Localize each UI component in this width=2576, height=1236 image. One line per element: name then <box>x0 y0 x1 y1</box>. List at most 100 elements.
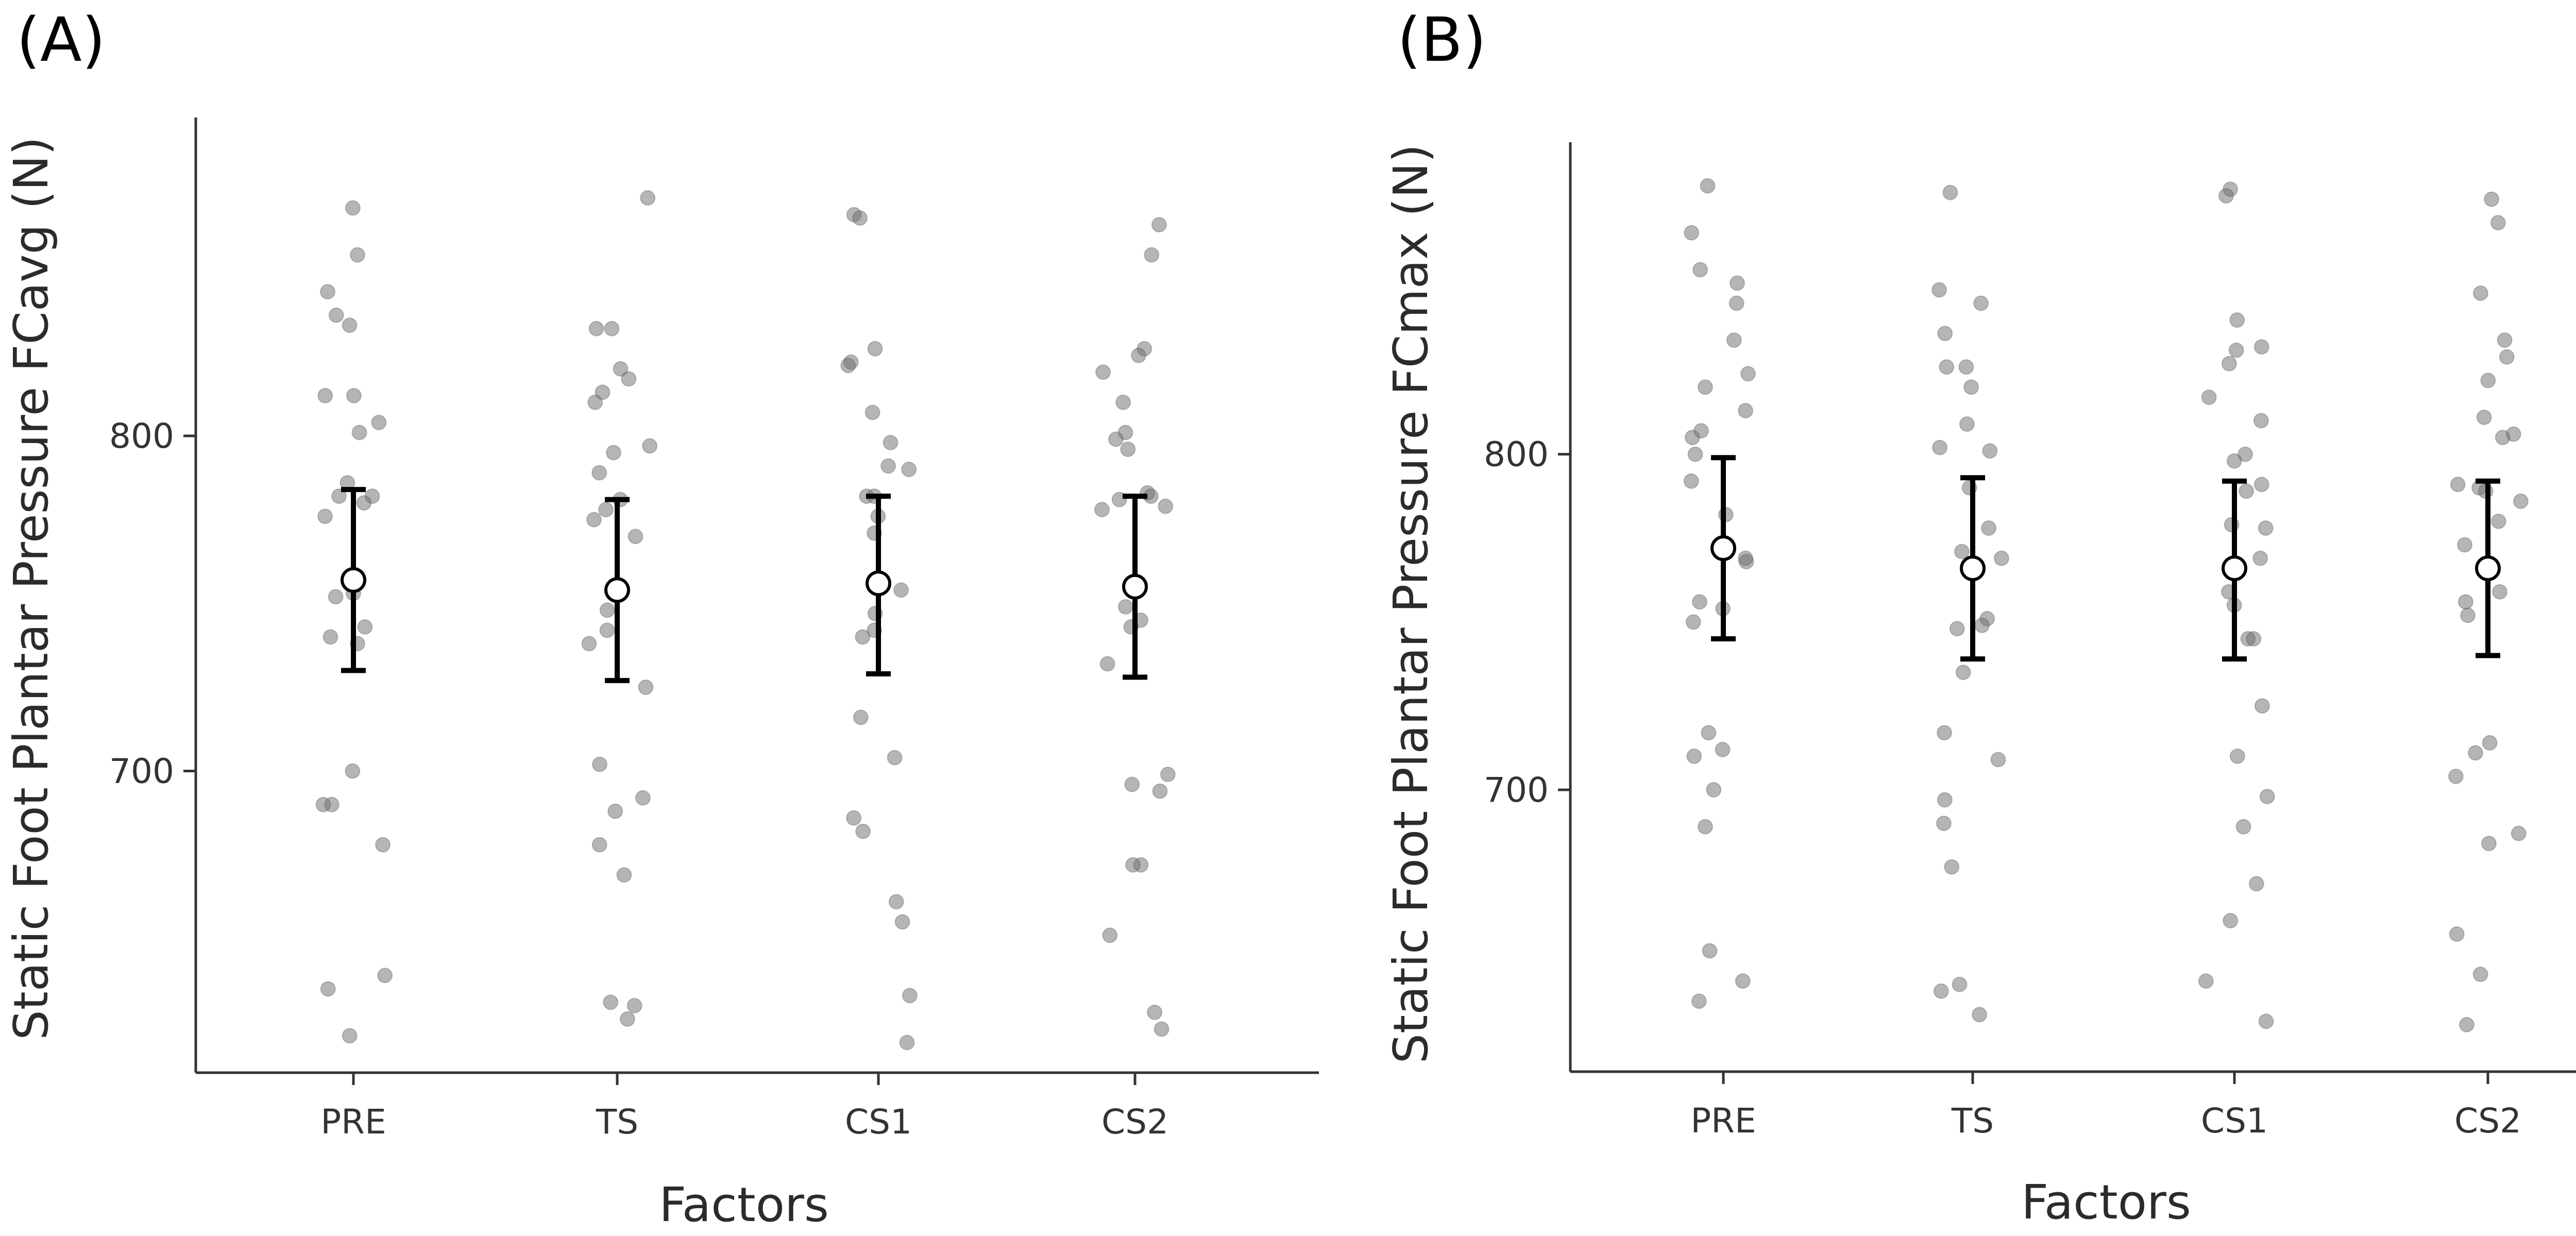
panel-b-data-point <box>1982 443 1998 459</box>
panel-a-data-point <box>613 361 629 377</box>
panel-b-data-point <box>1702 943 1718 959</box>
panel-b-data-point <box>2253 413 2269 429</box>
panel-b-data-point <box>1933 983 1949 999</box>
panel-a-data-point <box>887 750 903 766</box>
panel-a-data-point <box>598 502 614 518</box>
panel-b-data-point <box>2476 410 2492 425</box>
panel-a-data-point <box>638 679 654 695</box>
panel-a-data-point <box>607 803 623 819</box>
panel-b-data-point <box>2248 876 2264 892</box>
panel-a-data-point <box>1102 927 1118 943</box>
panel-b-data-point <box>2467 745 2483 761</box>
panel-b-data-point <box>1952 976 1968 992</box>
panel-b-data-point <box>2218 188 2234 204</box>
panel-b-x-tick-label-cs2: CS2 <box>2454 1101 2521 1141</box>
panel-a-data-point <box>595 384 611 400</box>
panel-b-data-point <box>1740 366 1756 382</box>
panel-a-data-point <box>315 797 331 812</box>
panel-a-data-point <box>894 914 910 930</box>
panel-a-data-point <box>880 458 896 474</box>
panel-a-data-point <box>893 582 909 598</box>
panel-b-label: (B) <box>1397 4 1486 75</box>
panel-b-data-point <box>2258 1013 2274 1029</box>
panel-b-data-point <box>2235 819 2251 835</box>
panel-a-data-point <box>328 307 344 323</box>
panel-a-data-point <box>1095 364 1111 380</box>
panel-a-data-point <box>1144 247 1160 263</box>
panel-b-data-point <box>2495 430 2511 446</box>
panel-a-mean-point <box>1122 573 1148 600</box>
panel-b-data-point <box>2229 312 2245 328</box>
panel-a-data-point <box>604 320 620 336</box>
panel-b-data-point <box>2254 698 2270 714</box>
panel-a-data-point <box>323 629 338 645</box>
panel-b-mean-point <box>2475 555 2501 582</box>
panel-b-data-point <box>2223 912 2239 928</box>
panel-a-y-axis-title: Static Foot Plantar Pressure FCavg (N) <box>4 137 59 1040</box>
panel-a-mean-ci <box>341 487 1148 683</box>
panel-b-y-tick-label: 700 <box>1484 770 1549 810</box>
panel-b-data-point <box>2497 332 2513 348</box>
panel-b-data-point <box>1715 741 1731 757</box>
panel-a-data-point <box>1108 431 1124 447</box>
panel-a-data-point <box>592 756 607 772</box>
panel-b-axes: 700 800 PRE TS CS1 CS2 <box>1484 142 2576 1141</box>
panel-a-data-point <box>320 284 335 300</box>
panel-b-x-tick-label-cs1: CS1 <box>2201 1101 2268 1141</box>
panel-b-data-point <box>2480 373 2496 388</box>
panel-b-data-point <box>1738 554 1754 570</box>
panel-a-data-point <box>342 317 358 333</box>
panel-b-data-point <box>2258 520 2274 536</box>
panel-b-data-point <box>2228 342 2244 358</box>
panel-a-data-point <box>317 387 333 403</box>
panel-a: (A) Static Foot Plantar Pressure FCavg (… <box>4 4 1319 1232</box>
panel-b-data-point <box>1684 225 1700 241</box>
panel-a-data-point <box>883 435 899 450</box>
panel-b-data-point <box>1959 416 1975 432</box>
panel-b-y-axis-title: Static Foot Plantar Pressure FCmax (N) <box>1383 144 1438 1064</box>
panel-a-data-point <box>317 509 333 524</box>
panel-a-data-point <box>599 602 615 618</box>
panel-a-data-point <box>855 629 871 645</box>
panel-a-data-point <box>1131 347 1147 363</box>
panel-b-data-point <box>2492 584 2507 600</box>
panel-a-data-point <box>377 968 393 984</box>
panel-a-x-tick-label-ts: TS <box>596 1102 638 1142</box>
panel-a-data-point <box>375 837 391 853</box>
panel-a-data-point <box>1158 498 1174 514</box>
panel-b-data-point <box>1701 725 1717 741</box>
panel-a-data-point <box>331 488 347 504</box>
panel-b-data-point <box>1684 430 1700 446</box>
panel-b-data-point <box>2459 1017 2475 1032</box>
panel-a-x-tick-label-cs1: CS1 <box>845 1102 912 1142</box>
panel-b-data-point <box>1937 326 1953 342</box>
panel-b-mean-point <box>1960 555 1986 582</box>
panel-a-data-point <box>902 988 918 1004</box>
panel-b-data-point <box>1972 1007 1988 1023</box>
panel-a-mean-point <box>604 577 630 603</box>
panel-b-data-point <box>1691 993 1707 1009</box>
panel-b-data-point <box>2239 483 2255 499</box>
panel-a-data-point <box>853 709 869 725</box>
panel-a-data-point <box>640 190 656 206</box>
panel-a-data-point <box>581 636 597 652</box>
panel-a-x-tick-label-cs2: CS2 <box>1101 1102 1168 1142</box>
panel-a-data-point <box>1151 217 1167 233</box>
panel-b-data-point <box>1729 275 1745 291</box>
panel-b-data-point <box>1990 752 2006 768</box>
panel-b-data-point <box>1981 520 1997 536</box>
panel-a-data-point <box>349 247 365 263</box>
panel-b-data-point <box>1939 359 1955 375</box>
panel-b-data-point <box>1683 473 1699 489</box>
panel-a-mean-point <box>341 567 366 593</box>
panel-a-data-point <box>345 200 361 216</box>
panel-b-data-point <box>2490 215 2506 231</box>
panel-a-data-point <box>371 415 387 430</box>
panel-b-data-point <box>1936 816 1952 832</box>
panel-a-data-point <box>599 622 615 638</box>
panel-a-label: (A) <box>16 4 106 75</box>
panel-b-data-point <box>1706 782 1722 798</box>
panel-a-data-point <box>1094 502 1110 518</box>
panel-b-points <box>1683 178 2529 1032</box>
